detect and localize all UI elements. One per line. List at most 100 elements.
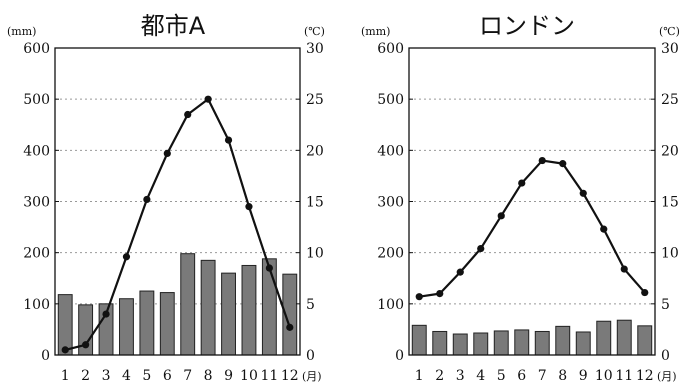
chart2-x-tick-3: 3 — [456, 368, 465, 384]
chart1-title: 都市A — [141, 12, 206, 40]
chart2-x-tick-5: 5 — [497, 368, 506, 384]
chart2-temperature-line — [419, 159, 646, 298]
chart2-temp-point-5 — [497, 212, 505, 220]
chart1-precip-bar-1 — [57, 294, 73, 356]
chart2-left-unit: (mm) — [361, 25, 390, 38]
chart1-x-unit: (月) — [302, 370, 322, 383]
chart2-right-tick-30: 30 — [661, 41, 679, 57]
chart1-right-tick-0: 0 — [306, 348, 315, 364]
chart1-left-unit: (mm) — [7, 25, 36, 38]
chart2-x-unit: (月) — [657, 370, 677, 383]
chart2-temp-point-9 — [579, 189, 587, 197]
chart2-right-unit: (℃) — [659, 25, 680, 38]
chart2-x-tick-6: 6 — [517, 368, 526, 384]
chart2-left-tick-200: 200 — [377, 246, 404, 262]
chart1-x-tick-8: 8 — [204, 368, 213, 384]
chart2-precip-bar-4 — [473, 332, 489, 356]
chart1-temp-point-1 — [61, 346, 69, 354]
chart1-temp-point-8 — [204, 95, 212, 103]
chart2-x-tick-8: 8 — [558, 368, 567, 384]
chart1-right-tick-30: 30 — [306, 41, 324, 57]
chart2-temp-point-11 — [620, 265, 628, 273]
chart1-right-tick-5: 5 — [306, 297, 315, 313]
chart2-temp-point-7 — [538, 156, 546, 165]
chart2-precip-bar-6 — [514, 329, 530, 356]
chart1-left-tick-0: 0 — [41, 348, 50, 364]
chart1-temp-point-2 — [82, 341, 90, 349]
chart1-temp-point-12 — [286, 323, 294, 331]
chart1-left-tick-600: 600 — [23, 41, 50, 57]
chart2-x-tick-2: 2 — [435, 368, 444, 384]
chart1-x-tick-5: 5 — [142, 368, 151, 384]
chart1-precip-bar-4 — [119, 298, 134, 356]
chart1-temp-point-11 — [265, 264, 273, 272]
chart2-x-tick-10: 10 — [595, 368, 613, 384]
chart2-x-tick-11: 11 — [615, 368, 633, 384]
chart2-precip-bar-7 — [534, 330, 550, 356]
chart1-precip-bar-8 — [200, 259, 216, 356]
chart2-precip-bar-11 — [616, 319, 632, 356]
chart2-right-tick-20: 20 — [661, 143, 679, 159]
chart2-right-tick-5: 5 — [661, 297, 670, 313]
chart1-temp-point-4 — [122, 253, 131, 261]
chart2-precip-bar-9 — [575, 331, 591, 356]
chart1-right-tick-15: 15 — [306, 195, 324, 211]
chart1-right-unit: (℃) — [304, 25, 325, 38]
chart2-right-tick-10: 10 — [661, 246, 679, 262]
chart1-precip-bar-9 — [221, 272, 236, 356]
chart1-precip-bar-5 — [139, 290, 155, 356]
chart2-left-tick-400: 400 — [377, 143, 404, 159]
chart2-title: ロンドン — [479, 12, 575, 40]
chart2-x-tick-9: 9 — [579, 368, 588, 384]
chart2-temp-point-2 — [436, 290, 444, 298]
chart2-precip-bar-1 — [411, 324, 427, 356]
chart2-right-tick-15: 15 — [661, 195, 679, 211]
chart2-left-tick-100: 100 — [377, 297, 404, 313]
chart1-x-tick-6: 6 — [163, 368, 172, 384]
chart1-x-tick-4: 4 — [122, 368, 131, 384]
chart1-precip-bar-11 — [261, 258, 277, 356]
chart2-temp-point-8 — [559, 160, 567, 168]
chart2-temp-point-3 — [456, 268, 464, 276]
chart2-precip-bar-5 — [493, 330, 509, 356]
chart1-temp-point-7 — [184, 110, 192, 119]
chart1-left-tick-300: 300 — [23, 195, 50, 211]
chart2-x-tick-7: 7 — [538, 368, 547, 384]
chart1-temp-point-6 — [163, 149, 171, 157]
chart2-temp-point-6 — [518, 179, 526, 187]
chart1-x-tick-9: 9 — [224, 368, 233, 384]
chart1-precip-bar-7 — [180, 253, 196, 356]
chart1-left-tick-200: 200 — [23, 246, 50, 262]
chart1-precip-bar-6 — [159, 292, 175, 356]
chart2-left-tick-600: 600 — [377, 41, 404, 57]
chart1-temp-point-5 — [143, 195, 151, 204]
chart1-x-tick-11: 11 — [260, 368, 278, 384]
chart2-temp-point-4 — [477, 244, 485, 253]
chart1-x-tick-2: 2 — [81, 368, 90, 384]
chart2-precip-bar-10 — [596, 320, 612, 356]
chart1-temp-point-3 — [102, 310, 110, 318]
chart1-x-tick-12: 12 — [281, 368, 299, 384]
chart1-right-tick-10: 10 — [306, 246, 324, 262]
chart1-right-tick-20: 20 — [306, 143, 324, 159]
chart2-x-tick-4: 4 — [476, 368, 485, 384]
chart1-x-tick-7: 7 — [183, 368, 192, 384]
chart2-right-tick-25: 25 — [661, 92, 679, 108]
chart1-x-tick-1: 1 — [61, 368, 70, 384]
chart1-left-tick-400: 400 — [23, 143, 50, 159]
chart1-precip-bar-10 — [241, 264, 257, 356]
chart2-right-tick-0: 0 — [661, 348, 670, 364]
chart1-temp-point-10 — [245, 203, 253, 211]
chart2-left-tick-500: 500 — [377, 92, 404, 108]
chart2-temp-point-12 — [641, 288, 649, 297]
chart2-precip-bar-3 — [452, 333, 468, 356]
chart2-temp-point-10 — [600, 225, 608, 233]
chart1-right-tick-25: 25 — [306, 92, 324, 108]
chart2-precip-bar-8 — [555, 325, 571, 356]
chart2-x-tick-12: 12 — [636, 368, 654, 384]
chart2-x-tick-1: 1 — [415, 368, 424, 384]
chart1-x-tick-3: 3 — [102, 368, 111, 384]
chart1-left-tick-500: 500 — [23, 92, 50, 108]
